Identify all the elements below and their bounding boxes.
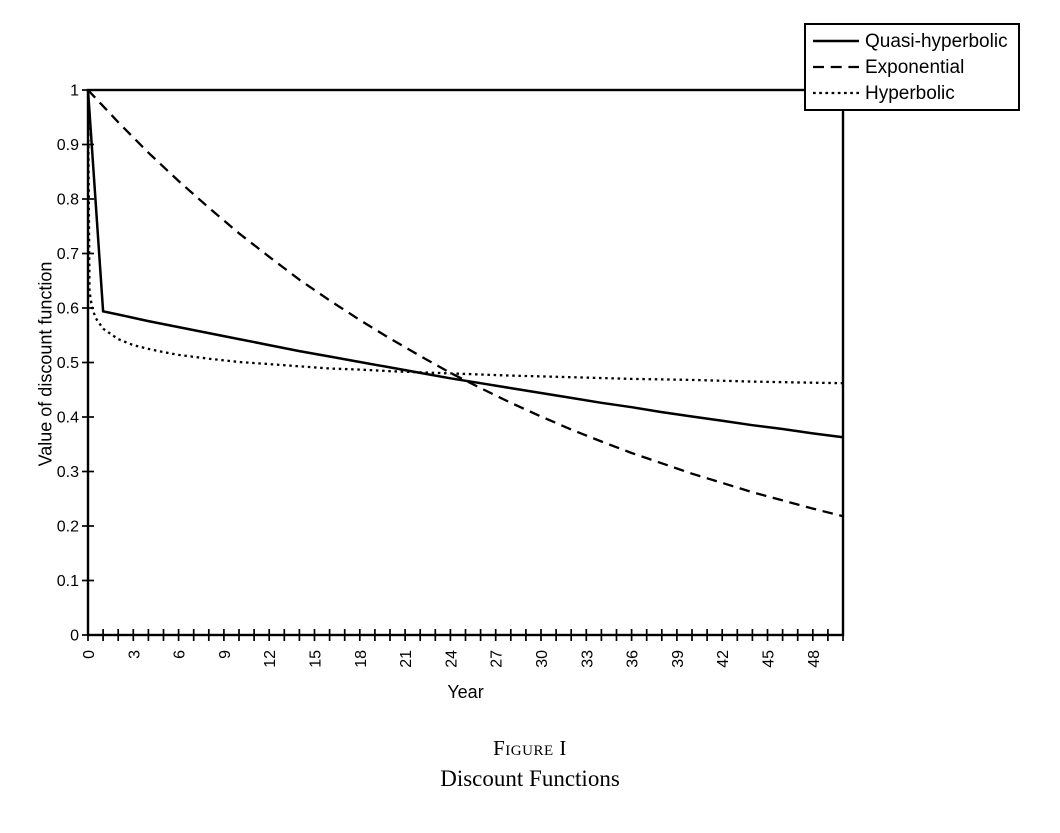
x-tick-label: 18 xyxy=(353,650,370,668)
x-tick-label: 45 xyxy=(761,650,778,668)
y-tick-label: 0.2 xyxy=(57,519,79,536)
legend-label: Hyperbolic xyxy=(865,82,955,104)
x-tick-label: 0 xyxy=(81,650,98,659)
x-tick-label: 24 xyxy=(443,650,460,668)
legend-item-quasi-hyperbolic: Quasi-hyperbolic xyxy=(812,28,1018,54)
x-tick-label: 33 xyxy=(579,650,596,668)
x-tick-label: 36 xyxy=(625,650,642,668)
chart-legend: Quasi-hyperbolic Exponential Hyperbolic xyxy=(804,23,1020,111)
x-tick-label: 6 xyxy=(172,650,189,659)
x-tick-label: 48 xyxy=(806,650,823,668)
y-axis-title: Value of discount function xyxy=(35,261,56,467)
x-tick-label: 39 xyxy=(670,650,687,668)
plot-frame xyxy=(86,88,845,637)
legend-label: Quasi-hyperbolic xyxy=(865,30,1008,52)
y-tick-label: 0.4 xyxy=(57,410,79,427)
y-tick-label: 0.5 xyxy=(57,355,79,372)
x-tick-label: 21 xyxy=(398,650,415,668)
series-hyperbolic xyxy=(86,89,844,385)
discount-functions-chart: 0 3 6 9 12 15 18 21 24 27 30 33 36 39 42 45 4800.10.20.3… xyxy=(57,83,845,668)
y-tick-label: 0 xyxy=(70,628,79,645)
x-tick-label: 12 xyxy=(262,650,279,668)
x-tick-label: 27 xyxy=(489,650,506,668)
x-tick-label: 42 xyxy=(715,650,732,668)
y-tick-label: 0.3 xyxy=(57,464,79,481)
figure-caption-number: Figure I xyxy=(493,736,567,760)
legend-item-exponential: Exponential xyxy=(812,54,1018,80)
y-tick-label: 0.1 xyxy=(57,573,79,590)
x-tick-label: 30 xyxy=(534,650,551,668)
x-tick-label: 15 xyxy=(308,650,325,668)
series-quasi-hyperbolic xyxy=(86,89,844,439)
x-tick-label: 9 xyxy=(217,650,234,659)
y-tick-label: 1 xyxy=(70,83,79,100)
y-tick-label: 0.9 xyxy=(57,137,79,154)
figure-caption: Figure I Discount Functions xyxy=(0,736,1060,792)
x-axis-title: Year xyxy=(447,682,484,702)
series-exponential xyxy=(87,89,844,518)
legend-item-hyperbolic: Hyperbolic xyxy=(812,80,1018,106)
figure-caption-title: Discount Functions xyxy=(440,766,620,791)
dashed-line-icon xyxy=(813,65,859,69)
x-tick-label: 3 xyxy=(126,650,143,659)
y-tick-label: 0.6 xyxy=(57,301,79,318)
y-tick-label: 0.7 xyxy=(57,246,79,263)
y-tick-label: 0.8 xyxy=(57,192,79,209)
solid-line-icon xyxy=(813,39,859,43)
legend-label: Exponential xyxy=(865,56,965,78)
dotted-line-icon xyxy=(813,91,859,95)
